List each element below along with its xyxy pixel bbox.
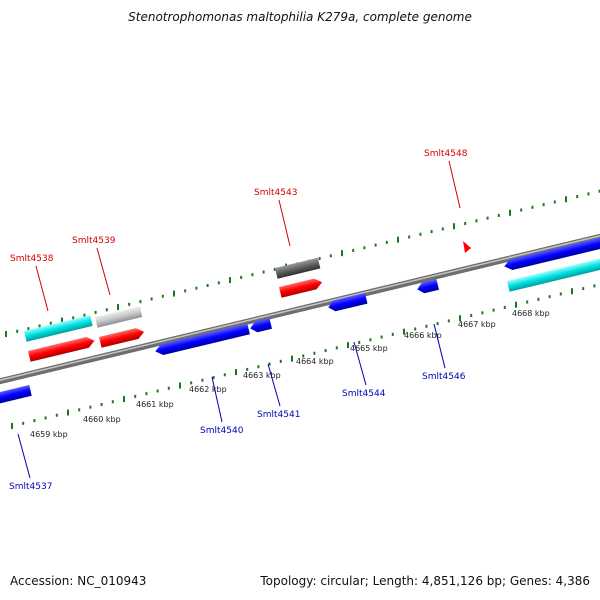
reverse-strand-features <box>0 235 600 405</box>
tick-label-7: 4665 kbp <box>350 344 388 353</box>
tick-label-6: 4664 kbp <box>296 357 334 366</box>
feature-gray-smlt4539[interactable] <box>95 306 143 328</box>
cds-smlt4540[interactable] <box>154 323 250 357</box>
forward-strand-features <box>24 241 471 362</box>
tick-label-9: 4667 kbp <box>458 320 496 329</box>
forward-leader-line <box>278 199 291 247</box>
reverse-gene-labels: Smlt4537 Smlt4540 Smlt4541 Smlt4544 Smlt4546 <box>9 323 466 492</box>
reverse-leader-line <box>353 341 367 386</box>
gene-label-smlt4538[interactable]: Smlt4538 <box>10 254 54 264</box>
tick-label-10: 4668 kbp <box>512 309 550 318</box>
backbone <box>0 233 600 385</box>
reverse-leader-line <box>267 363 281 407</box>
cds-smlt4539[interactable] <box>99 326 145 348</box>
cds-smlt4538[interactable] <box>28 335 96 362</box>
cds-smlt4546[interactable] <box>416 279 439 295</box>
reverse-leader-line <box>17 433 31 479</box>
tick-label-5: 4663 kbp <box>243 371 281 380</box>
forward-tick-track <box>5 189 600 337</box>
backbone-line <box>0 233 600 385</box>
cds-smlt4544[interactable] <box>327 292 368 313</box>
feature-gray-smlt4543[interactable] <box>275 257 321 279</box>
tick-label-4: 4662 kbp <box>189 385 227 394</box>
gene-label-smlt4544[interactable]: Smlt4544 <box>342 389 386 399</box>
genome-title: Stenotrophomonas maltophilia K279a, comp… <box>128 10 472 24</box>
gene-label-smlt4546[interactable]: Smlt4546 <box>422 372 466 382</box>
forward-gene-labels: Smlt4538 Smlt4539 Smlt4543 Smlt4548 <box>10 149 468 312</box>
reverse-tick-track <box>11 284 596 429</box>
cds-smlt4541[interactable] <box>249 318 272 334</box>
backbone-highlight <box>0 235 600 381</box>
tick-label-8: 4666 kbp <box>404 331 442 340</box>
tick-label-3: 4661 kbp <box>136 400 174 409</box>
cds-smlt4537[interactable] <box>0 384 32 405</box>
forward-leader-line <box>448 160 461 209</box>
gene-label-smlt4548[interactable]: Smlt4548 <box>424 149 468 159</box>
reverse-leader-line <box>211 376 223 423</box>
gene-label-smlt4540[interactable]: Smlt4540 <box>200 426 244 436</box>
accession-text: Accession: NC_010943 <box>10 574 147 588</box>
kbp-tick-labels: 4659 kbp 4660 kbp 4661 kbp 4662 kbp 4663 kbp… <box>30 309 550 439</box>
cds-reverse-right[interactable] <box>503 235 600 271</box>
gene-label-smlt4539[interactable]: Smlt4539 <box>72 236 116 246</box>
forward-leader-line <box>35 265 49 312</box>
gene-label-smlt4541[interactable]: Smlt4541 <box>257 410 300 420</box>
cds-smlt4543[interactable] <box>279 277 323 298</box>
forward-leader-line <box>96 247 111 296</box>
feature-cyan-forward-1[interactable] <box>24 315 93 342</box>
gene-label-smlt4543[interactable]: Smlt4543 <box>254 188 297 198</box>
genome-summary-text: Topology: circular; Length: 4,851,126 bp… <box>260 574 590 588</box>
gene-label-smlt4537[interactable]: Smlt4537 <box>9 482 52 492</box>
tick-label-2: 4660 kbp <box>83 415 121 424</box>
reverse-leader-line <box>433 323 446 369</box>
cds-smlt4548[interactable] <box>463 241 471 253</box>
tick-label-1: 4659 kbp <box>30 430 68 439</box>
feature-cyan-reverse-right[interactable] <box>507 256 600 292</box>
